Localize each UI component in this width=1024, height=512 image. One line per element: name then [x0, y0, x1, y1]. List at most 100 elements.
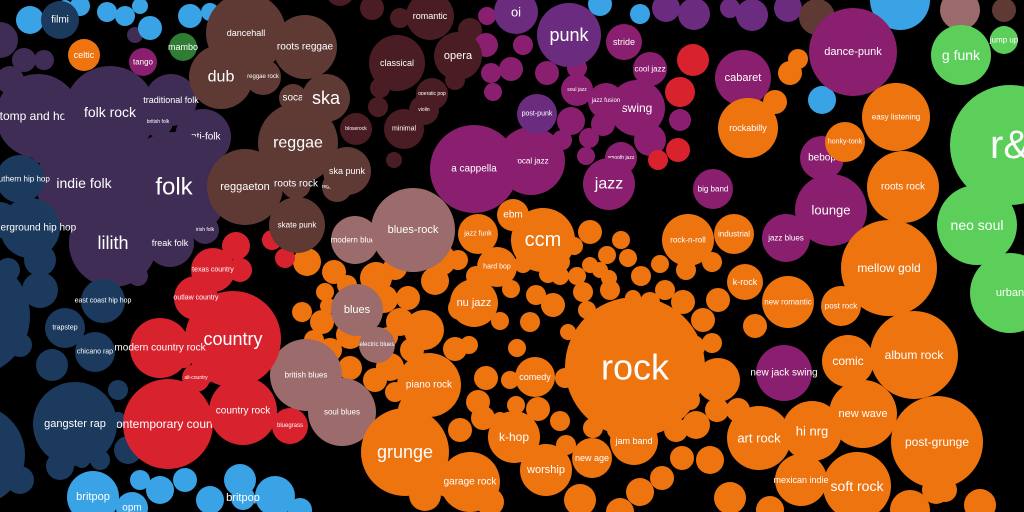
bubble-circle[interactable]	[273, 15, 337, 79]
bubble-worship[interactable]: worship	[520, 444, 572, 496]
bubble-blues[interactable]: blues	[331, 284, 383, 336]
bubble-album-rock[interactable]: album rock	[870, 311, 958, 399]
bubble-swing[interactable]: swing	[609, 80, 665, 136]
bubble-circle[interactable]	[497, 199, 529, 231]
bubble-circle[interactable]	[68, 39, 100, 71]
bubble-circle[interactable]	[64, 66, 156, 158]
bubble-art-rock[interactable]: art rock	[727, 406, 791, 470]
bubble-new-romantic[interactable]: new romantic	[762, 276, 814, 328]
bubble-roots-reggae[interactable]: roots reggae	[273, 15, 337, 79]
bubble-circle[interactable]	[189, 45, 253, 109]
bubble-circle[interactable]	[269, 197, 325, 253]
bubble-circle[interactable]	[870, 311, 958, 399]
bubble-honky-tonk[interactable]: honky-tonk	[825, 122, 865, 162]
bubble-soft-rock[interactable]: soft rock	[823, 452, 891, 512]
bubble-circle[interactable]	[430, 125, 518, 213]
bubble-skate-punk[interactable]: skate punk	[269, 197, 325, 253]
bubble-minimal[interactable]: minimal	[384, 109, 424, 149]
bubble-circle[interactable]	[0, 256, 30, 376]
bubble-britpop[interactable]: britpop	[67, 471, 119, 512]
bubble-circle[interactable]	[434, 32, 482, 80]
bubble-circle[interactable]	[191, 216, 219, 244]
bubble-cool-jazz[interactable]: cool jazz	[633, 52, 667, 86]
bubble-circle[interactable]	[384, 109, 424, 149]
bubble-circle[interactable]	[258, 103, 338, 183]
bubble-underground-hip-hop[interactable]: underground hip hop	[0, 198, 77, 258]
bubble-easy-listening[interactable]: easy listening	[862, 83, 930, 151]
bubble-circle[interactable]	[588, 83, 624, 119]
bubble-jump-up[interactable]: jump up	[989, 26, 1019, 54]
bubble-trapstep[interactable]: trapstep	[45, 308, 85, 348]
bubble-jam-band[interactable]: jam band	[610, 417, 658, 465]
bubble-british-folk[interactable]: british folk	[143, 107, 173, 137]
bubble-bluegrass[interactable]: bluegrass	[272, 408, 308, 444]
bubble-circle[interactable]	[245, 59, 281, 95]
bubble-garage-rock[interactable]: garage rock	[440, 452, 500, 512]
bubble-stride[interactable]: stride	[606, 24, 642, 60]
bubble-circle[interactable]	[572, 438, 612, 478]
bubble-circle[interactable]	[69, 199, 157, 287]
bubble-circle[interactable]	[633, 52, 667, 86]
bubble-circle[interactable]	[0, 155, 44, 203]
bubble-circle[interactable]	[714, 214, 754, 254]
bubble-tango[interactable]: tango	[129, 48, 157, 76]
bubble-dance-punk[interactable]: dance-punk	[809, 8, 897, 96]
bubble-circle[interactable]	[762, 214, 810, 262]
bubble-circle[interactable]	[143, 107, 173, 137]
bubble-lounge[interactable]: lounge	[795, 174, 867, 246]
bubble-circle[interactable]	[33, 382, 117, 466]
bubble-circle[interactable]	[169, 33, 197, 61]
bubble-bloserock[interactable]: bloserock	[340, 113, 372, 145]
bubble-circle[interactable]	[75, 332, 115, 372]
bubble-circle[interactable]	[950, 85, 1024, 205]
bubble-circle[interactable]	[331, 216, 379, 264]
bubble-circle[interactable]	[174, 276, 218, 320]
bubble-circle[interactable]	[440, 452, 500, 512]
bubble-circle[interactable]	[662, 214, 714, 266]
bubble-jazz-funk[interactable]: jazz funk	[458, 214, 498, 254]
bubble-circle[interactable]	[511, 208, 575, 272]
bubble-country-rock[interactable]: country rock	[209, 377, 277, 445]
bubble-circle[interactable]	[231, 486, 255, 510]
bubble-outlaw-country[interactable]: outlaw country	[173, 276, 219, 320]
bubble-circle[interactable]	[867, 151, 939, 223]
bubble-a-cappella[interactable]: a cappella	[430, 125, 518, 213]
bubble-g-funk[interactable]: g funk	[931, 25, 991, 85]
bubble-circle[interactable]	[209, 377, 277, 445]
bubble-circle[interactable]	[565, 297, 705, 437]
bubble-k-hop[interactable]: k-hop	[488, 411, 540, 463]
bubble-rockabilly[interactable]: rockabilly	[718, 98, 778, 158]
bubble-circle[interactable]	[0, 74, 80, 158]
bubble-circle[interactable]	[693, 169, 733, 209]
bubble-neo-soul[interactable]: neo soul	[937, 185, 1017, 265]
bubble-circle[interactable]	[130, 318, 190, 378]
bubble-circle[interactable]	[862, 83, 930, 151]
bubble-chicano-rap[interactable]: chicano rap	[75, 332, 115, 372]
bubble-circle[interactable]	[762, 276, 814, 328]
bubble-circle[interactable]	[990, 26, 1018, 54]
bubble-industrial[interactable]: industrial	[714, 214, 754, 254]
bubble-circle[interactable]	[606, 24, 642, 60]
bubble-classical[interactable]: classical	[369, 35, 425, 91]
bubble-circle[interactable]	[0, 405, 25, 505]
bubble-circle[interactable]	[45, 308, 85, 348]
bubble-modern-blues[interactable]: modern blues	[331, 216, 379, 264]
bubble-circle[interactable]	[825, 122, 865, 162]
bubble-soul-blues[interactable]: soul blues	[308, 378, 376, 446]
bubble-roots-rock[interactable]: roots rock	[274, 169, 319, 199]
bubble-circle[interactable]	[537, 3, 601, 67]
bubble-new-wave[interactable]: new wave	[829, 380, 897, 448]
bubble-punk[interactable]: punk	[537, 3, 601, 67]
bubble-circle[interactable]	[715, 50, 771, 106]
bubble-nu-jazz[interactable]: nu jazz	[450, 279, 498, 327]
bubble-east-coast-hip-hop[interactable]: east coast hip hop	[75, 279, 132, 323]
bubble-blues-rock[interactable]: blues-rock	[371, 188, 455, 272]
bubble-lilith[interactable]: lilith	[69, 199, 157, 287]
bubble-jazz-fusion[interactable]: jazz fusion	[588, 83, 624, 119]
bubble-mellow-gold[interactable]: mellow gold	[841, 220, 937, 316]
bubble-comedy[interactable]: comedy	[515, 357, 555, 397]
bubble-ebm[interactable]: ebm	[497, 199, 529, 231]
bubble-hard-bop[interactable]: hard bop	[477, 247, 517, 287]
bubble-circle[interactable]	[795, 174, 867, 246]
bubble-big-band[interactable]: big band	[693, 169, 733, 209]
